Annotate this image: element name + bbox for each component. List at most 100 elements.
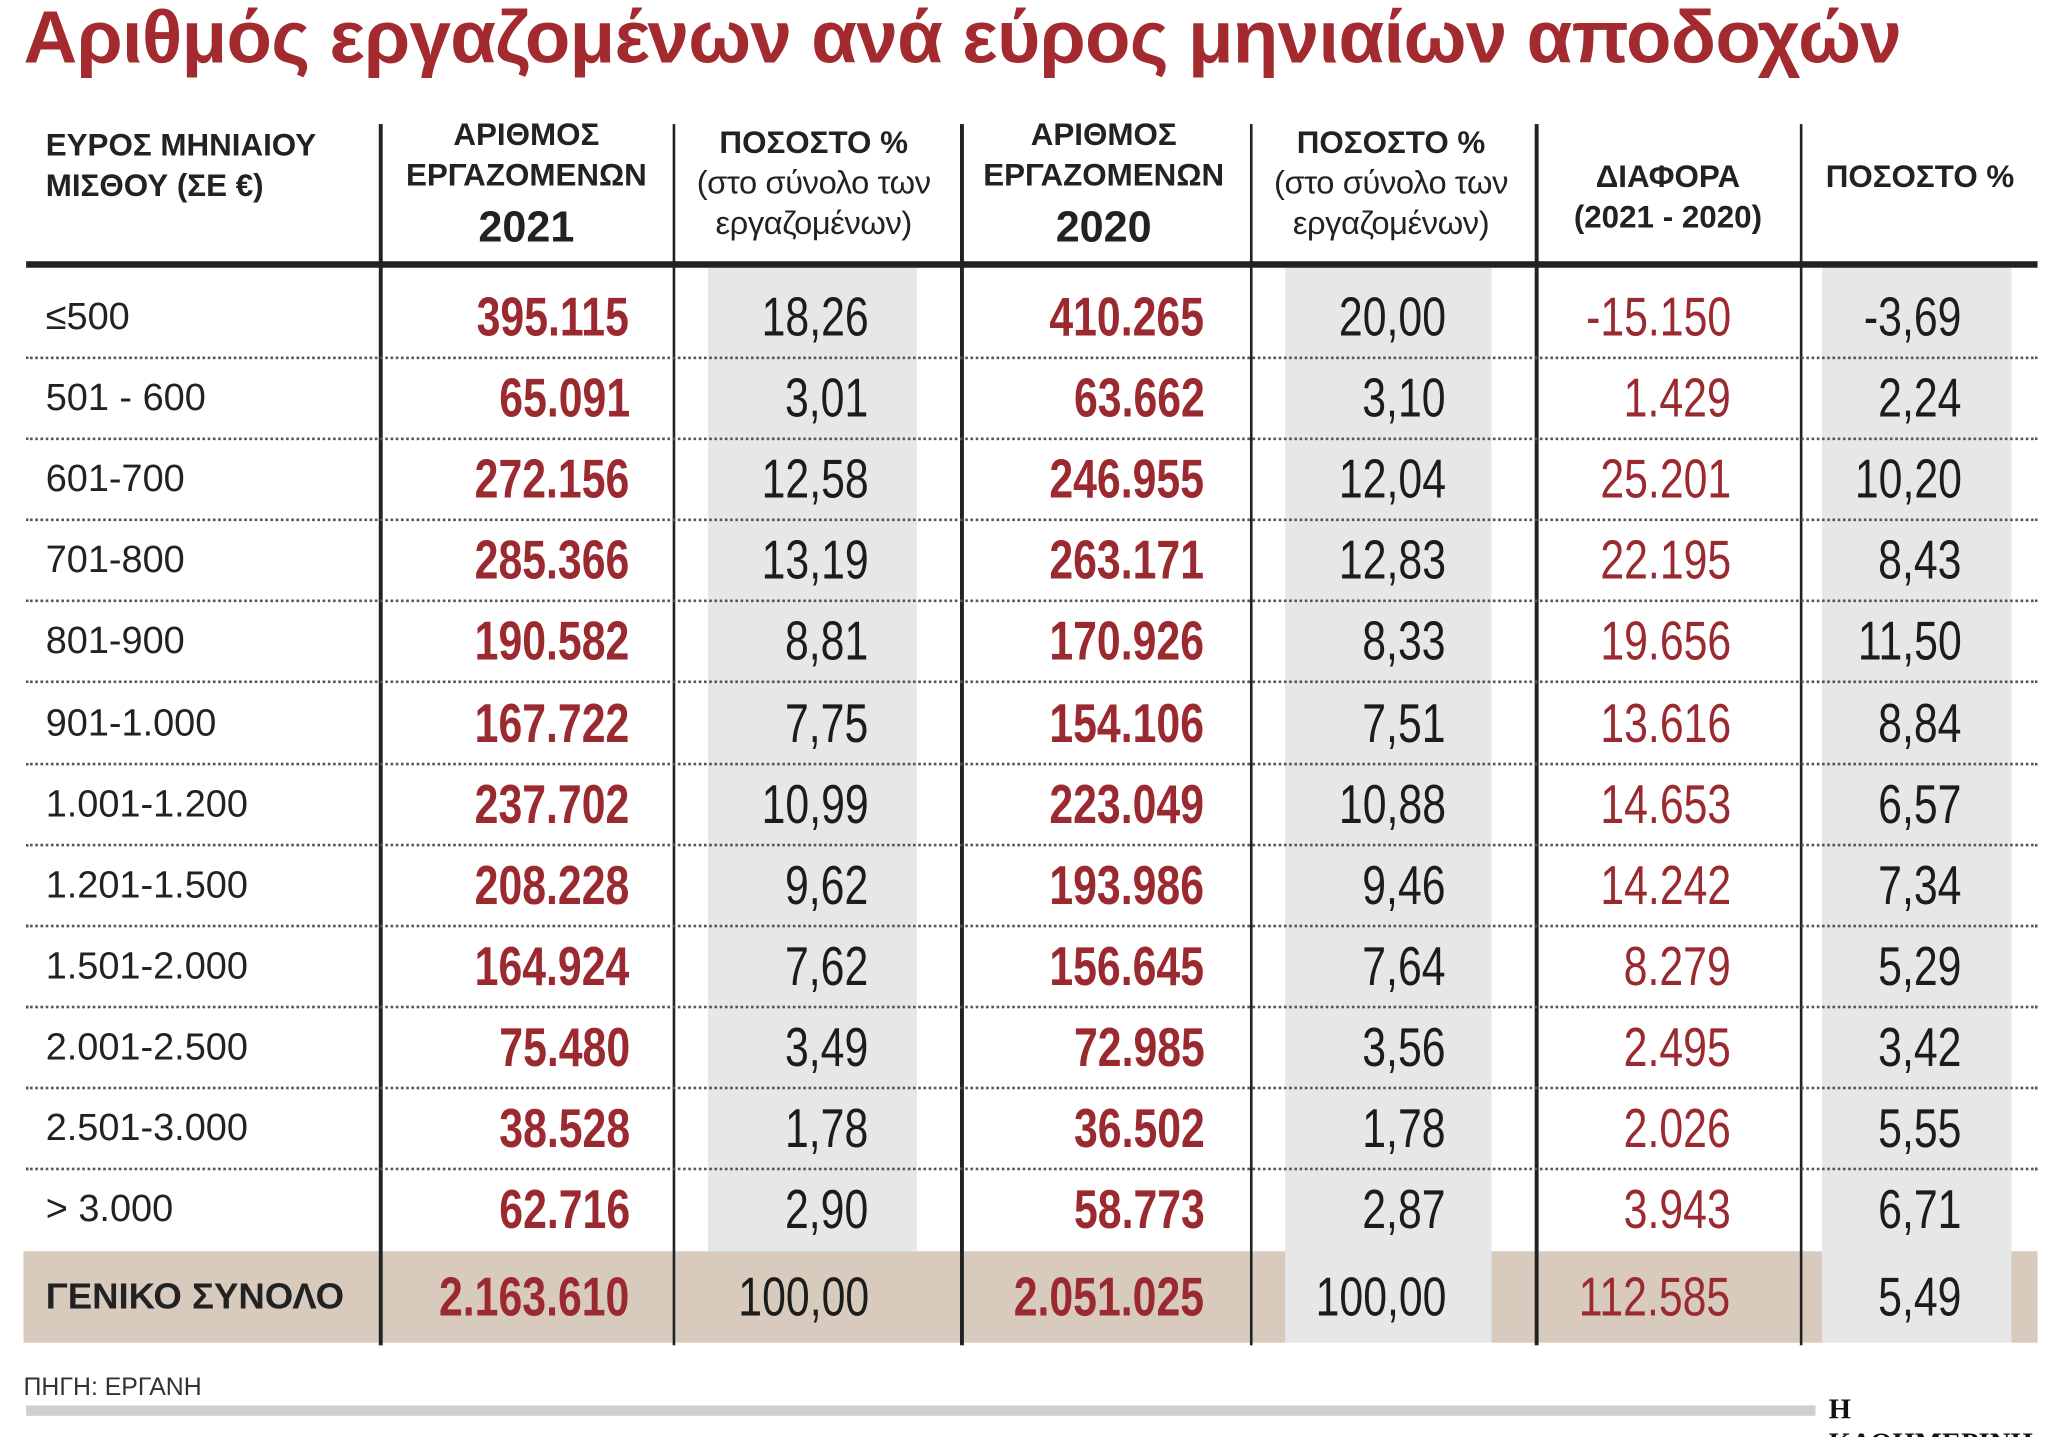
header-rule — [26, 261, 2038, 268]
cell: 36.502 — [878, 1088, 1204, 1169]
cell: 410.265 — [878, 277, 1205, 358]
cell: 6,71 — [1635, 1169, 1962, 1250]
cell: 25.201 — [1404, 439, 1731, 520]
value: 112.585 — [1579, 1265, 1731, 1328]
row-label: 2.001-2.500 — [45, 1026, 248, 1069]
cell: 14.242 — [1404, 845, 1731, 926]
cell: 3,42 — [1635, 1007, 1962, 1088]
cell: 2,24 — [1635, 358, 1962, 439]
value: 14.242 — [1599, 853, 1731, 916]
row-label: 801-900 — [45, 620, 185, 663]
cell: 164.924 — [303, 926, 630, 1007]
value: 6,71 — [1878, 1178, 1962, 1240]
value: 2,24 — [1878, 367, 1962, 429]
header-note: (στο σύνολο των εργαζομένων) — [1273, 164, 1509, 242]
row-label: 1.201-1.500 — [45, 864, 248, 907]
cell: 3,49 — [542, 1007, 869, 1088]
row-separator — [26, 1005, 2038, 1009]
cell: 8.279 — [1404, 926, 1731, 1007]
value: 263.171 — [1049, 529, 1205, 591]
value: 10,99 — [761, 772, 869, 835]
cell: 237.702 — [303, 764, 630, 845]
column-divider — [378, 124, 383, 1346]
cell: 11,50 — [1635, 601, 1962, 682]
value: 5,49 — [1878, 1265, 1962, 1328]
header-title: ΠΟΣΟΣΤΟ % — [719, 125, 908, 161]
cell: 10,20 — [1635, 439, 1962, 520]
cell: 2,90 — [542, 1169, 869, 1250]
value: 9,62 — [785, 853, 869, 916]
value: -15.150 — [1585, 286, 1731, 348]
cell: 1,78 — [1119, 1088, 1446, 1169]
row-separator — [26, 680, 2038, 684]
header-title: ΠΟΣΟΣΤΟ % — [1296, 125, 1486, 161]
cell: 100,00 — [1119, 1256, 1446, 1337]
value: 246.955 — [1049, 448, 1205, 510]
cell: 1,78 — [542, 1088, 868, 1169]
cell: 65.091 — [303, 358, 630, 439]
row-separator — [26, 924, 2038, 927]
value: 14.653 — [1599, 772, 1731, 835]
value: 65.091 — [498, 367, 630, 429]
cell: 208.228 — [303, 845, 630, 926]
cell: 20,00 — [1119, 277, 1446, 358]
cell: 9,46 — [1119, 845, 1446, 926]
column-divider — [959, 124, 964, 1346]
value: 193.986 — [1049, 853, 1205, 916]
header-year: 2020 — [1055, 202, 1152, 251]
cell: 3,10 — [1119, 358, 1446, 439]
shade — [1822, 267, 2012, 1343]
cell: 100,00 — [542, 1256, 869, 1337]
title: Αριθμός εργαζομένων ανά εύρος μηνιαίων α… — [23, 0, 1902, 80]
value: 8,84 — [1878, 691, 1962, 753]
value: 2,90 — [785, 1178, 869, 1240]
cell: 14.653 — [1404, 764, 1731, 845]
value: 75.480 — [498, 1016, 630, 1078]
cell: 223.049 — [878, 764, 1205, 845]
value: 395.115 — [477, 286, 630, 348]
row-label: ≤500 — [45, 296, 130, 339]
cell: -15.150 — [1404, 277, 1731, 358]
value: 1.429 — [1623, 367, 1731, 429]
value: 8,43 — [1878, 529, 1962, 591]
source: ΠΗΓΗ: ΕΡΓΑΝΗ — [23, 1374, 202, 1402]
cell: 10,99 — [542, 764, 869, 845]
cell: 7,34 — [1635, 845, 1962, 926]
value: 7,64 — [1362, 934, 1446, 997]
row-separator — [26, 437, 2038, 441]
cell: 13,19 — [542, 520, 868, 601]
value: 25.201 — [1599, 448, 1731, 510]
value: 2.163.610 — [439, 1265, 630, 1328]
header-title: ΕΥΡΟΣ ΜΗΝΙΑΙΟΥ ΜΙΣΘΟΥ (ΣΕ €) — [45, 127, 317, 204]
row-label: > 3.000 — [45, 1188, 174, 1231]
header-cell: ΠΟΣΟΣΤΟ % — [1783, 157, 2048, 197]
value: 3,49 — [785, 1016, 869, 1078]
value: 3,10 — [1362, 367, 1446, 429]
value: 2.495 — [1623, 1016, 1731, 1078]
cell: 12,58 — [542, 439, 868, 520]
total-label: ΓΕΝΙΚΟ ΣΥΝΟΛΟ — [45, 1276, 345, 1317]
row-label: 601-700 — [45, 458, 185, 501]
cell: 62.716 — [303, 1169, 630, 1250]
cell: 9,62 — [542, 845, 869, 926]
value: 18,26 — [761, 286, 869, 348]
header-note: (στο σύνολο των εργαζομένων) — [696, 164, 931, 242]
header-note: (2021 - 2020) — [1573, 199, 1763, 236]
cell: 3.943 — [1404, 1169, 1731, 1250]
value: 2,87 — [1362, 1178, 1446, 1240]
row-label: 501 - 600 — [45, 377, 206, 420]
shade — [1285, 267, 1492, 1343]
header-title: ΑΡΙΘΜΟΣ ΕΡΓΑΖΟΜΕΝΩΝ — [405, 117, 647, 194]
value: 19.656 — [1599, 610, 1731, 672]
cell: 3,01 — [542, 358, 868, 439]
row-label: 701-800 — [45, 539, 185, 582]
value: 190.582 — [474, 610, 630, 672]
cell: 58.773 — [878, 1169, 1204, 1250]
cell: 2.495 — [1404, 1007, 1731, 1088]
cell: 12,83 — [1119, 520, 1446, 601]
cell: 7,64 — [1119, 926, 1446, 1007]
cell: 2.026 — [1404, 1088, 1731, 1169]
row-separator — [26, 843, 2038, 846]
